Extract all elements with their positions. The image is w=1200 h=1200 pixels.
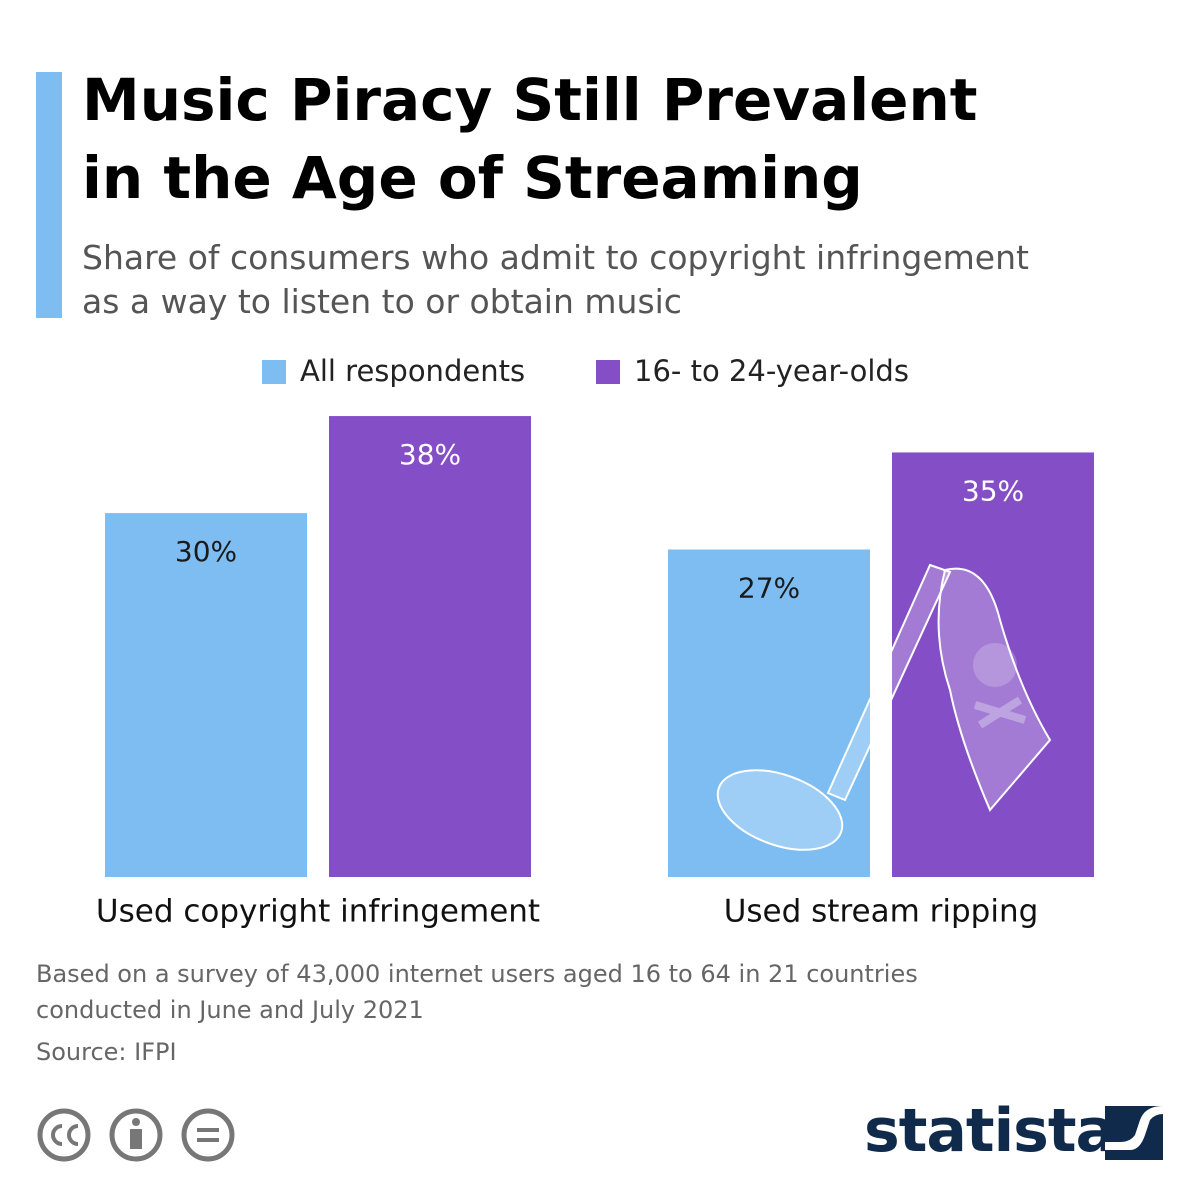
legend-swatch (262, 360, 286, 384)
value-label: 38% (399, 438, 461, 471)
chart-title: Music Piracy Still Prevalent (82, 66, 978, 134)
value-label: 35% (962, 474, 1024, 507)
brand-mark (1105, 1106, 1163, 1160)
brand-logo: statista (864, 1096, 1116, 1166)
legend: All respondents 16- to 24-year-olds (262, 354, 909, 388)
plot-area: 30% 38% Used copyright infringement 27% 35% U… (96, 416, 1094, 930)
bar (105, 513, 307, 877)
chart-title: in the Age of Streaming (82, 144, 863, 212)
x-tick-label: Used copyright infringement (96, 894, 540, 930)
value-label: 30% (175, 535, 237, 568)
note: conducted in June and July 2021 (36, 996, 424, 1024)
accent-bar (36, 72, 62, 318)
license-icons (37, 1108, 235, 1162)
illustration (716, 563, 1052, 851)
value-label: 27% (738, 571, 800, 604)
bar (668, 549, 870, 877)
bar (329, 416, 531, 877)
legend-label: All respondents (300, 354, 525, 388)
legend-label: 16- to 24-year-olds (634, 354, 909, 388)
source: Source: IFPI (36, 1038, 177, 1066)
note: Based on a survey of 43,000 internet use… (36, 960, 918, 988)
legend-swatch (596, 360, 620, 384)
chart-subtitle: Share of consumers who admit to copyrigh… (82, 238, 1029, 277)
x-tick-label: Used stream ripping (724, 894, 1039, 930)
chart-subtitle: as a way to listen to or obtain music (82, 282, 682, 321)
